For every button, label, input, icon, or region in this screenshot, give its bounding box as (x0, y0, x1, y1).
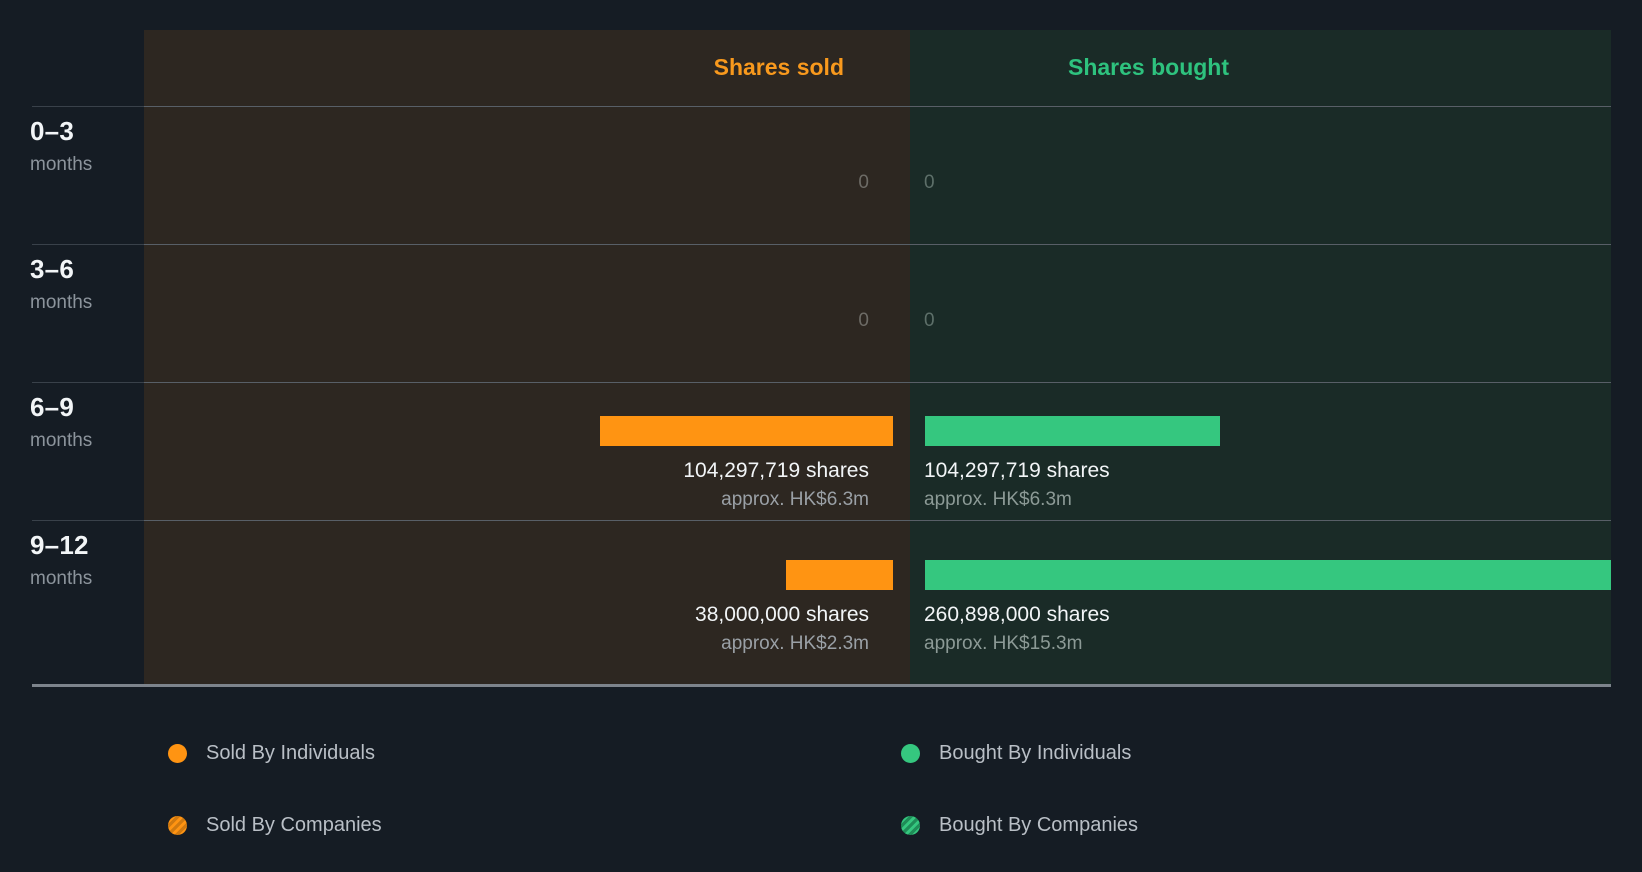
row-unit: months (30, 430, 93, 452)
row-range: 9–12 (30, 530, 89, 560)
row-unit: months (30, 154, 93, 176)
chart-header: Shares sold Shares bought (144, 30, 1611, 106)
row-label-6-9: 6–9 months (30, 392, 140, 452)
sold-shares-6-9: 104,297,719 shares (683, 459, 869, 482)
legend-swatch-circle-orange-solid-icon (168, 743, 187, 763)
legend-item-bought-by-individuals[interactable]: Bought By Individuals (901, 740, 1131, 766)
row-separator-tinted (144, 382, 1611, 383)
row-range: 3–6 (30, 254, 74, 284)
row-label-0-3: 0–3 months (30, 116, 140, 176)
sold-value-9-12: 38,000,000 shares approx. HK$2.3m (695, 602, 869, 656)
bought-approx-9-12: approx. HK$15.3m (924, 633, 1083, 655)
sold-column-panel (144, 30, 910, 685)
row-label-3-6: 3–6 months (30, 254, 140, 314)
row-separator-tinted (144, 244, 1611, 245)
bought-value-0-3: 0 (924, 172, 935, 193)
row-separator (32, 106, 1611, 107)
bought-value-6-9: 104,297,719 shares approx. HK$6.3m (924, 458, 1110, 512)
bought-bar-6-9[interactable] (925, 416, 1220, 446)
row-range: 0–3 (30, 116, 74, 146)
row-separator (32, 382, 1611, 383)
row-separator (32, 244, 1611, 245)
bought-value-9-12: 260,898,000 shares approx. HK$15.3m (924, 602, 1110, 656)
column-header-shares-bought: Shares bought (1068, 54, 1230, 80)
sold-bar-6-9[interactable] (600, 416, 893, 446)
sold-approx-9-12: approx. HK$2.3m (721, 633, 869, 655)
bought-approx-6-9: approx. HK$6.3m (924, 489, 1072, 511)
legend-item-sold-by-companies[interactable]: Sold By Companies (168, 812, 382, 838)
legend-swatch-circle-green-striped-icon (901, 815, 920, 835)
legend-label: Bought By Individuals (939, 741, 1132, 764)
row-separator (32, 520, 1611, 521)
legend-label: Sold By Companies (206, 813, 382, 836)
row-range: 6–9 (30, 392, 74, 422)
row-label-9-12: 9–12 months (30, 530, 140, 590)
row-separator-tinted (144, 106, 1611, 107)
legend-label: Sold By Individuals (206, 741, 375, 764)
bought-bar-9-12[interactable] (925, 560, 1611, 590)
row-separator-tinted (144, 520, 1611, 521)
chart-baseline-axis (32, 684, 1611, 687)
legend-label: Bought By Companies (939, 813, 1139, 836)
sold-shares-9-12: 38,000,000 shares (695, 603, 869, 626)
bought-value-3-6: 0 (924, 310, 935, 331)
legend-item-bought-by-companies[interactable]: Bought By Companies (901, 812, 1138, 838)
row-unit: months (30, 568, 93, 590)
legend-item-sold-by-individuals[interactable]: Sold By Individuals (168, 740, 375, 766)
legend-swatch-circle-green-solid-icon (901, 743, 920, 763)
bought-shares-9-12: 260,898,000 shares (924, 603, 1110, 626)
legend-swatch-circle-orange-striped-icon (168, 815, 187, 835)
sold-approx-6-9: approx. HK$6.3m (721, 489, 869, 511)
column-header-shares-sold: Shares sold (713, 54, 844, 80)
sold-bar-9-12[interactable] (786, 560, 893, 590)
sold-value-3-6: 0 (858, 310, 869, 331)
sold-value-0-3: 0 (858, 172, 869, 193)
bought-shares-6-9: 104,297,719 shares (924, 459, 1110, 482)
row-unit: months (30, 292, 93, 314)
sold-value-6-9: 104,297,719 shares approx. HK$6.3m (683, 458, 869, 512)
